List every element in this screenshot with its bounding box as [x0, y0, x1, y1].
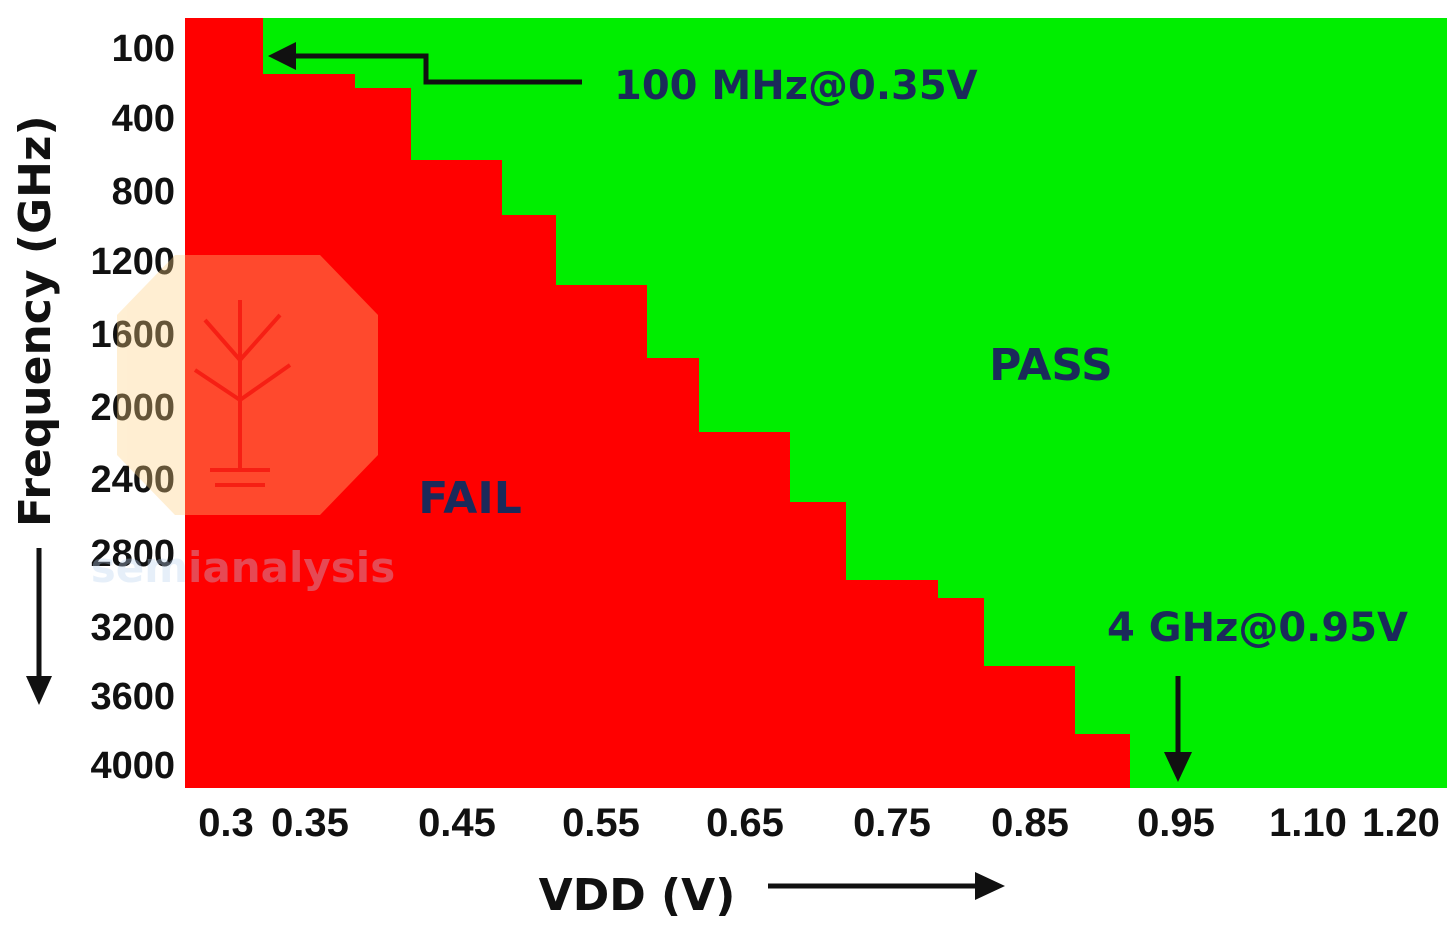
annotation-low-voltage-text: 100 MHz@0.35V	[614, 63, 978, 109]
y-tick-label: 1200	[90, 241, 175, 283]
watermark-logo-icon	[117, 255, 378, 515]
y-axis-title: Frequency (GHz)	[10, 115, 61, 527]
y-tick-label: 400	[112, 98, 175, 140]
y-tick-label: 3600	[90, 676, 175, 718]
x-tick-label: 0.75	[853, 801, 931, 845]
x-tick-label: 0.55	[562, 801, 640, 845]
x-axis-arrow	[768, 872, 1005, 900]
pass-label: PASS	[989, 340, 1113, 391]
y-tick-label: 3200	[90, 607, 175, 649]
x-tick-label: 0.3	[198, 801, 254, 845]
y-tick-label: 2800	[90, 533, 175, 575]
x-axis-ticks: 0.3 0.35 0.45 0.55 0.65 0.75 0.85 0.95 1.10 1.20	[198, 801, 1440, 845]
x-tick-label: 0.95	[1137, 801, 1215, 845]
y-tick-label: 2000	[90, 387, 175, 429]
x-tick-label: 1.20	[1362, 801, 1440, 845]
x-axis-title: VDD (V)	[539, 870, 736, 921]
annotation-low-voltage: 100 MHz@0.35V	[268, 42, 978, 109]
x-tick-label: 0.65	[706, 801, 784, 845]
y-tick-label: 800	[112, 171, 175, 213]
y-tick-label: 2400	[90, 459, 175, 501]
y-axis-arrow	[26, 548, 52, 705]
y-tick-label: 1600	[90, 314, 175, 356]
x-tick-label: 0.35	[271, 801, 349, 845]
annotation-high-voltage: 4 GHz@0.95V	[1107, 605, 1408, 782]
y-tick-label: 4000	[90, 745, 175, 787]
y-tick-label: 100	[112, 28, 175, 70]
annotation-high-voltage-text: 4 GHz@0.95V	[1107, 605, 1408, 651]
x-tick-label: 0.85	[991, 801, 1069, 845]
fail-label: FAIL	[418, 473, 521, 524]
fail-region	[185, 18, 1130, 788]
x-tick-label: 1.10	[1269, 801, 1347, 845]
x-tick-label: 0.45	[418, 801, 496, 845]
watermark: semianalysis	[91, 255, 395, 592]
watermark-tree-icon	[193, 300, 292, 487]
y-axis-ticks: 100 400 800 1200 1600 2000 2400 2800 3200 3600 400…	[90, 28, 175, 787]
watermark-text: semianalysis	[91, 543, 395, 592]
